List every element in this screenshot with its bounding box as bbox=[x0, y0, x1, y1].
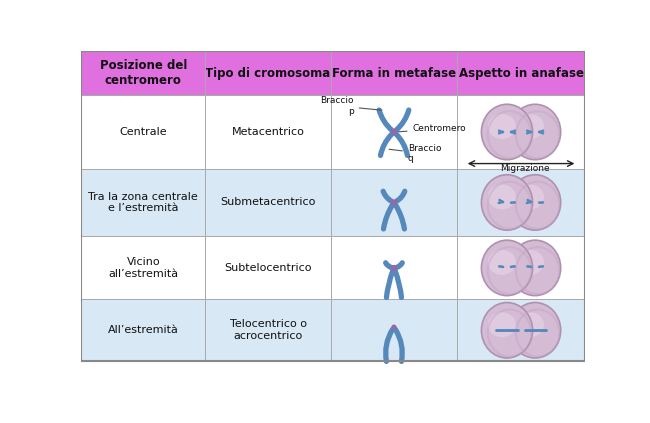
Text: Centrale: Centrale bbox=[120, 127, 167, 137]
Ellipse shape bbox=[510, 104, 561, 160]
Bar bbox=[331, 169, 457, 236]
Bar bbox=[205, 299, 331, 361]
Bar bbox=[81, 51, 585, 96]
Text: Centromero: Centromero bbox=[398, 124, 466, 133]
Bar bbox=[205, 236, 331, 299]
Circle shape bbox=[392, 200, 396, 205]
Text: Telocentrico o
acrocentrico: Telocentrico o acrocentrico bbox=[229, 319, 307, 341]
Bar bbox=[457, 96, 585, 169]
Text: Submetacentrico: Submetacentrico bbox=[220, 198, 316, 207]
Bar bbox=[81, 236, 205, 299]
Text: Forma in metafase: Forma in metafase bbox=[332, 66, 456, 80]
Text: Migrazione: Migrazione bbox=[500, 164, 550, 173]
Bar bbox=[457, 169, 585, 236]
Ellipse shape bbox=[482, 240, 532, 296]
Text: Vicino
all’estremità: Vicino all’estremità bbox=[108, 257, 178, 279]
Ellipse shape bbox=[510, 240, 561, 296]
Bar bbox=[81, 299, 205, 361]
Ellipse shape bbox=[516, 114, 544, 139]
Bar bbox=[205, 169, 331, 236]
Text: Aspetto in anafase: Aspetto in anafase bbox=[458, 66, 584, 80]
Bar bbox=[205, 96, 331, 169]
Text: Braccio
p: Braccio p bbox=[320, 96, 382, 115]
Ellipse shape bbox=[488, 184, 516, 209]
Circle shape bbox=[392, 130, 396, 135]
Ellipse shape bbox=[488, 114, 516, 139]
Ellipse shape bbox=[488, 312, 516, 337]
Text: Tipo di cromosoma: Tipo di cromosoma bbox=[205, 66, 331, 80]
Bar bbox=[81, 96, 205, 169]
Circle shape bbox=[392, 266, 396, 270]
Ellipse shape bbox=[510, 175, 561, 230]
Ellipse shape bbox=[516, 184, 544, 209]
Ellipse shape bbox=[488, 250, 516, 275]
Ellipse shape bbox=[482, 104, 532, 160]
Bar bbox=[81, 169, 205, 236]
Ellipse shape bbox=[482, 302, 532, 358]
Text: Tra la zona centrale
e l’estremità: Tra la zona centrale e l’estremità bbox=[88, 192, 198, 213]
Bar bbox=[457, 299, 585, 361]
Bar bbox=[331, 299, 457, 361]
Ellipse shape bbox=[516, 250, 544, 275]
Bar bbox=[457, 236, 585, 299]
Text: Braccio
q: Braccio q bbox=[389, 144, 441, 163]
Ellipse shape bbox=[516, 312, 544, 337]
Bar bbox=[331, 236, 457, 299]
Text: Metacentrico: Metacentrico bbox=[231, 127, 304, 137]
Bar bbox=[331, 96, 457, 169]
Ellipse shape bbox=[482, 175, 532, 230]
Circle shape bbox=[392, 325, 396, 329]
Text: Subtelocentrico: Subtelocentrico bbox=[224, 263, 312, 273]
Text: Posizione del
centromero: Posizione del centromero bbox=[99, 59, 187, 87]
Ellipse shape bbox=[510, 302, 561, 358]
Text: All’estremità: All’estremità bbox=[108, 325, 179, 335]
